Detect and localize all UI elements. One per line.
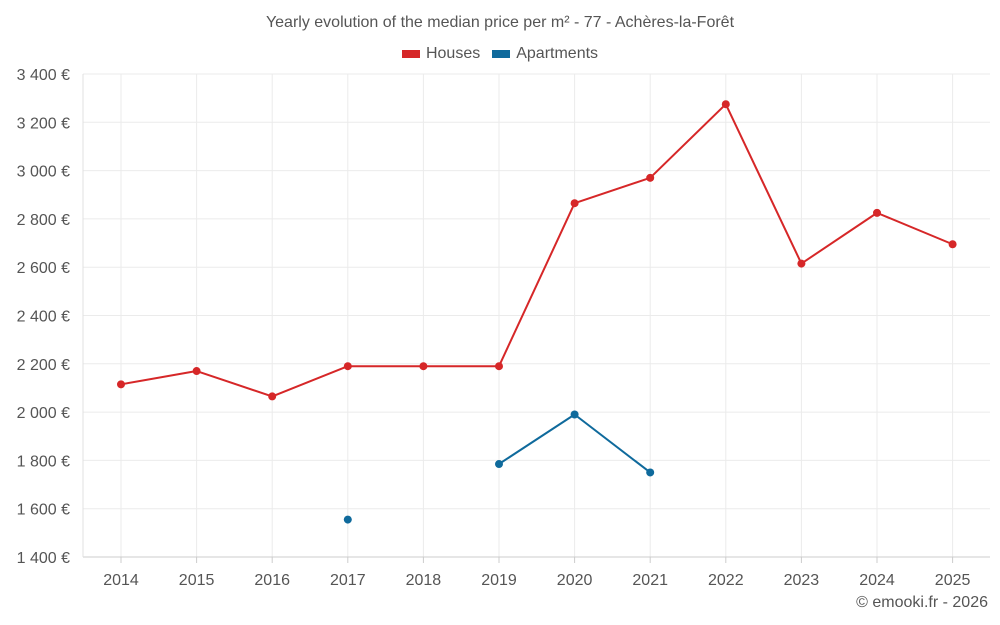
- data-point-apartments: [495, 460, 503, 469]
- data-point-houses: [721, 100, 730, 109]
- x-tick-label: 2025: [935, 572, 971, 589]
- y-tick-label: 1 400 €: [17, 550, 70, 567]
- y-tick-label: 3 000 €: [17, 164, 70, 181]
- data-point-houses: [495, 362, 503, 371]
- y-tick-label: 3 400 €: [17, 67, 70, 84]
- x-tick-label: 2020: [557, 572, 593, 589]
- legend: Houses Apartments: [0, 45, 1000, 63]
- data-point-houses: [419, 362, 428, 371]
- data-point-houses: [192, 367, 201, 376]
- grid-layer: [83, 73, 990, 558]
- x-tick-label: 2019: [481, 572, 517, 589]
- series-line-houses: [120, 103, 953, 398]
- x-tick-label: 2016: [254, 572, 290, 589]
- x-tick-label: 2014: [103, 572, 139, 589]
- series-layer: [117, 100, 957, 524]
- y-tick-label: 2 800 €: [17, 212, 70, 229]
- y-tick-label: 2 400 €: [17, 309, 70, 326]
- y-tick-label: 1 600 €: [17, 502, 70, 519]
- data-point-apartments: [646, 468, 655, 477]
- legend-item-houses[interactable]: Houses: [401, 45, 481, 63]
- legend-swatch-houses: [401, 50, 420, 58]
- x-tick-label: 2024: [859, 572, 895, 589]
- data-point-apartments: [343, 515, 352, 524]
- data-point-houses: [797, 259, 806, 268]
- data-point-houses: [268, 392, 277, 401]
- axis-layer: 1 400 € 1 600 € 1 800 € 2 000 € 2 200 € 2 400…: [17, 67, 990, 589]
- data-point-houses: [646, 173, 655, 182]
- y-tick-label: 2 200 €: [17, 357, 70, 374]
- data-point-houses: [948, 240, 957, 249]
- legend-item-apartments[interactable]: Apartments: [492, 45, 598, 63]
- data-point-apartments: [570, 410, 579, 419]
- x-tick-label: 2021: [632, 572, 668, 589]
- y-tick-label: 2 000 €: [17, 405, 70, 422]
- legend-label-apartments: Apartments: [516, 45, 599, 62]
- legend-swatch-apartments: [492, 50, 511, 58]
- y-tick-label: 2 600 €: [17, 260, 70, 277]
- data-point-houses: [343, 362, 352, 371]
- legend-label-houses: Houses: [425, 45, 481, 62]
- x-tick-label: 2022: [708, 572, 744, 589]
- y-tick-label: 3 200 €: [17, 115, 70, 132]
- x-tick-label: 2023: [784, 572, 820, 589]
- chart-title: Yearly evolution of the median price per…: [265, 14, 735, 31]
- data-point-houses: [570, 199, 579, 208]
- x-tick-label: 2015: [179, 572, 215, 589]
- y-tick-label: 1 800 €: [17, 453, 70, 470]
- x-tick-label: 2017: [330, 572, 366, 589]
- x-tick-label: 2018: [406, 572, 442, 589]
- data-point-houses: [873, 208, 881, 217]
- credit-text: © emooki.fr - 2026: [856, 594, 988, 611]
- data-point-houses: [117, 380, 125, 389]
